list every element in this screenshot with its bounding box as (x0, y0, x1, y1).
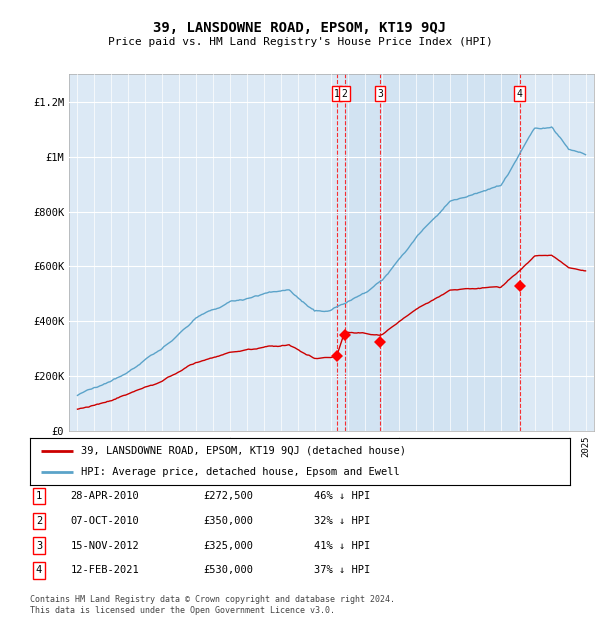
Text: 2: 2 (341, 89, 347, 99)
Text: Price paid vs. HM Land Registry's House Price Index (HPI): Price paid vs. HM Land Registry's House … (107, 37, 493, 46)
Text: 4: 4 (517, 89, 523, 99)
Text: 46% ↓ HPI: 46% ↓ HPI (314, 491, 370, 501)
Bar (344, 74, 520, 431)
Text: 4: 4 (36, 565, 42, 575)
Text: £272,500: £272,500 (203, 491, 253, 501)
Text: 39, LANSDOWNE ROAD, EPSOM, KT19 9QJ (detached house): 39, LANSDOWNE ROAD, EPSOM, KT19 9QJ (det… (82, 446, 406, 456)
Text: £325,000: £325,000 (203, 541, 253, 551)
Text: 41% ↓ HPI: 41% ↓ HPI (314, 541, 370, 551)
Text: 1: 1 (334, 89, 340, 99)
Text: Contains HM Land Registry data © Crown copyright and database right 2024.: Contains HM Land Registry data © Crown c… (30, 595, 395, 604)
Text: £350,000: £350,000 (203, 516, 253, 526)
Text: This data is licensed under the Open Government Licence v3.0.: This data is licensed under the Open Gov… (30, 606, 335, 614)
Text: £530,000: £530,000 (203, 565, 253, 575)
Text: 37% ↓ HPI: 37% ↓ HPI (314, 565, 370, 575)
Text: 39, LANSDOWNE ROAD, EPSOM, KT19 9QJ: 39, LANSDOWNE ROAD, EPSOM, KT19 9QJ (154, 21, 446, 35)
Text: 1: 1 (36, 491, 42, 501)
Text: 12-FEB-2021: 12-FEB-2021 (71, 565, 139, 575)
Text: 3: 3 (377, 89, 383, 99)
Text: 32% ↓ HPI: 32% ↓ HPI (314, 516, 370, 526)
Text: 07-OCT-2010: 07-OCT-2010 (71, 516, 139, 526)
Text: HPI: Average price, detached house, Epsom and Ewell: HPI: Average price, detached house, Epso… (82, 467, 400, 477)
Text: 3: 3 (36, 541, 42, 551)
Text: 15-NOV-2012: 15-NOV-2012 (71, 541, 139, 551)
Text: 28-APR-2010: 28-APR-2010 (71, 491, 139, 501)
Text: 2: 2 (36, 516, 42, 526)
